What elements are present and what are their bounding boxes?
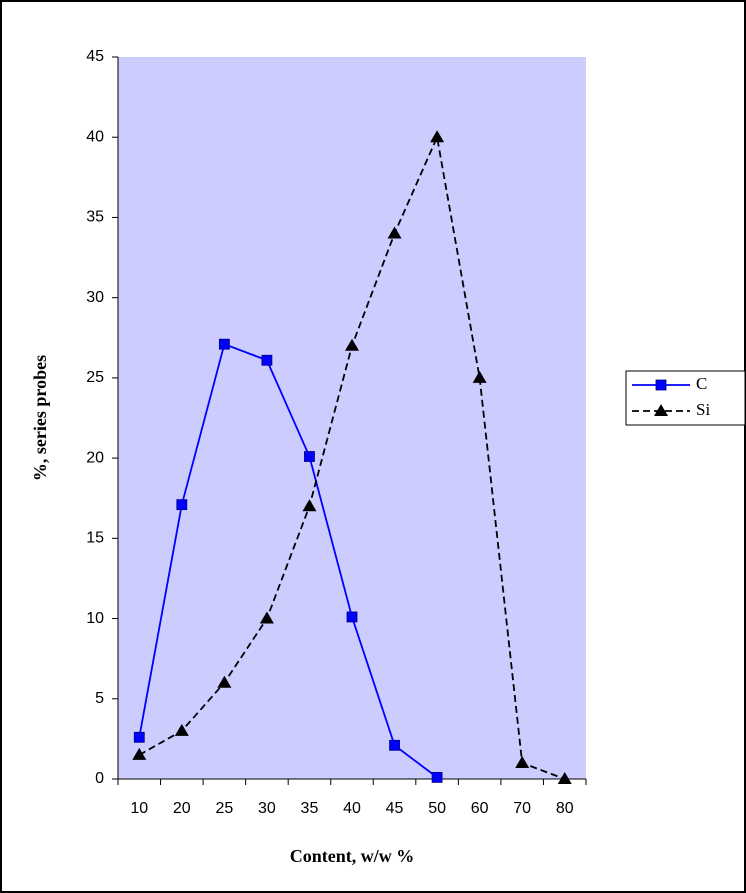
y-tick-label: 10 [86, 610, 104, 627]
x-tick-label: 70 [513, 800, 531, 817]
legend-marker [654, 404, 668, 416]
legend-box [625, 370, 746, 426]
legend-label: C [696, 374, 707, 393]
plot-area [118, 57, 586, 779]
x-tick-label: 20 [173, 800, 191, 817]
x-tick-label: 30 [258, 800, 276, 817]
data-point [345, 338, 359, 351]
x-tick-label: 45 [386, 800, 404, 817]
data-point [261, 354, 273, 366]
data-point [218, 338, 230, 350]
y-tick-label: 30 [86, 289, 104, 306]
y-tick-label: 25 [86, 369, 104, 386]
legend-label: Si [696, 400, 710, 419]
data-point [174, 723, 189, 736]
data-point [472, 370, 487, 383]
x-tick-label: 25 [215, 800, 233, 817]
x-tick-label: 50 [428, 800, 446, 817]
data-point [132, 747, 147, 760]
legend-marker [655, 379, 667, 391]
data-point [302, 499, 317, 512]
data-point [430, 130, 445, 143]
data-point [217, 675, 232, 688]
data-point [387, 226, 402, 239]
x-tick-label: 60 [471, 800, 489, 817]
data-point [133, 731, 145, 743]
data-point [515, 755, 530, 768]
y-tick-label: 45 [86, 48, 104, 65]
data-point [389, 739, 400, 751]
y-tick-label: 20 [86, 449, 104, 466]
data-point [259, 611, 274, 624]
data-point [304, 451, 315, 462]
x-tick-label: 10 [130, 800, 148, 817]
x-tick-label: 40 [343, 800, 361, 817]
x-tick-label: 35 [301, 800, 319, 817]
y-tick-label: 15 [86, 530, 104, 547]
y-tick-label: 35 [86, 209, 104, 226]
y-tick-label: 40 [86, 128, 104, 145]
series-line [138, 343, 438, 779]
data-point [431, 771, 443, 783]
x-axis-title: Content, w/w % [290, 846, 415, 866]
y-axis-title: %, series probes [30, 355, 50, 481]
y-tick-label: 5 [95, 690, 104, 707]
x-tick-label: 80 [556, 800, 574, 817]
data-point [346, 611, 358, 623]
data-point [557, 772, 572, 784]
data-point [176, 499, 188, 511]
y-tick-label: 0 [95, 770, 104, 787]
